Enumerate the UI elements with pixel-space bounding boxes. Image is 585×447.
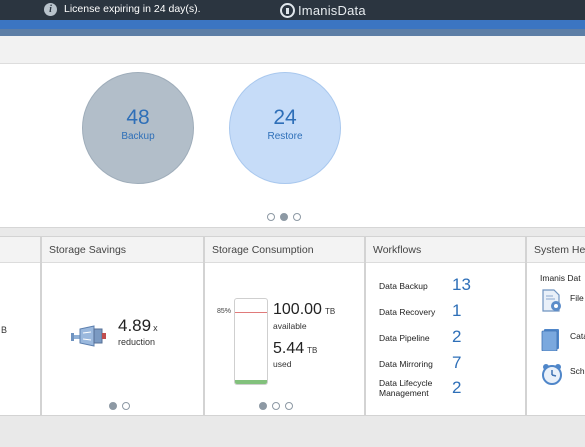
storage-savings-title: Storage Savings: [42, 237, 203, 263]
savings-value-row: 4.89 x: [118, 316, 158, 336]
savings-suffix: x: [153, 323, 158, 333]
restore-label: Restore: [267, 131, 303, 142]
backup-count: 48: [126, 106, 150, 129]
workflow-count[interactable]: 2: [452, 378, 462, 397]
workflow-count[interactable]: 1: [452, 301, 462, 320]
license-expiry-text: License expiring in 24 day(s).: [64, 3, 201, 15]
carousel-dot[interactable]: [109, 402, 117, 410]
info-icon: i: [44, 3, 57, 16]
jobs-summary-panel: 48 Backup 24 Restore: [0, 64, 585, 228]
storage-consumption-title: Storage Consumption: [205, 237, 364, 263]
workflows-title: Workflows: [366, 237, 525, 263]
available-unit: TB: [324, 307, 336, 316]
scheduler-clock-icon: [542, 364, 562, 385]
sub-nav-bar: [0, 29, 585, 36]
gauge-threshold-label: 85%: [217, 308, 232, 315]
restore-count: 24: [273, 106, 297, 129]
file-settings-icon: [542, 289, 561, 312]
used-value-row: 5.44 TB: [273, 340, 317, 358]
logo-text: ImanisData: [298, 2, 366, 18]
system-health-card: System Hea Imanis Dat File Cata Sche: [526, 236, 585, 416]
health-item-scheduler[interactable]: Sche: [540, 362, 585, 386]
storage-consumption-card: Storage Consumption 85% 100.00 TB availab…: [204, 236, 365, 416]
available-value-row: 100.00 TB: [273, 301, 335, 319]
partial-left-card: B: [0, 236, 41, 416]
nav-bar: [0, 20, 585, 29]
savings-value: 4.89: [118, 316, 152, 335]
health-item-label: Cata: [570, 331, 585, 341]
savings-caption: reduction: [118, 337, 156, 347]
health-item-file[interactable]: File: [540, 289, 585, 313]
health-item-catalog[interactable]: Cata: [540, 327, 585, 351]
workflows-card: Workflows Data Backup 13 Data Recovery 1…: [365, 236, 526, 416]
gauge-used-fill: [235, 380, 267, 384]
available-label: available: [273, 321, 307, 331]
savings-carousel-dots: [109, 402, 130, 410]
restore-jobs-circle[interactable]: 24 Restore: [229, 72, 341, 184]
used-label: used: [273, 359, 292, 369]
compress-icon: [71, 325, 106, 347]
backup-jobs-circle[interactable]: 48 Backup: [82, 72, 194, 184]
backup-label: Backup: [121, 131, 155, 142]
carousel-dot[interactable]: [272, 402, 280, 410]
workflow-count[interactable]: 7: [452, 353, 462, 372]
workflow-count[interactable]: 13: [452, 275, 471, 294]
workflow-count[interactable]: 2: [452, 327, 462, 346]
partial-unit-fragment: B: [1, 325, 8, 335]
catalog-icon: [541, 329, 559, 351]
storage-gauge: [234, 298, 268, 385]
carousel-dot[interactable]: [259, 402, 267, 410]
page-header-strip: [0, 36, 585, 64]
license-banner: i License expiring in 24 day(s). ImanisD…: [0, 0, 585, 20]
jobs-carousel-dots: [267, 213, 301, 221]
card-title-partial: [0, 237, 40, 263]
carousel-dot[interactable]: [122, 402, 130, 410]
workflow-label: Data Mirroring: [379, 359, 433, 369]
system-health-subtitle: Imanis Dat: [540, 273, 581, 283]
workflow-label: Data Backup: [379, 281, 428, 291]
health-item-label: Sche: [570, 366, 585, 376]
system-health-title: System Hea: [527, 237, 585, 263]
storage-savings-card: Storage Savings 4.89 x reduction: [41, 236, 204, 416]
imanisdata-logo: ImanisData: [280, 1, 366, 19]
workflow-label: Data Lifecycle Management: [379, 378, 433, 398]
health-item-label: File: [570, 293, 584, 303]
consumption-carousel-dots: [259, 402, 293, 410]
workflow-label: Data Pipeline: [379, 333, 430, 343]
gauge-threshold-line: [235, 312, 267, 313]
carousel-dot[interactable]: [285, 402, 293, 410]
available-value: 100.00: [273, 301, 322, 318]
used-unit: TB: [307, 346, 318, 355]
workflow-label: Data Recovery: [379, 307, 436, 317]
carousel-dot[interactable]: [293, 213, 301, 221]
logo-mark-icon: [280, 2, 295, 18]
used-value: 5.44: [273, 340, 305, 357]
carousel-dot[interactable]: [267, 213, 275, 221]
carousel-dot[interactable]: [280, 213, 288, 221]
